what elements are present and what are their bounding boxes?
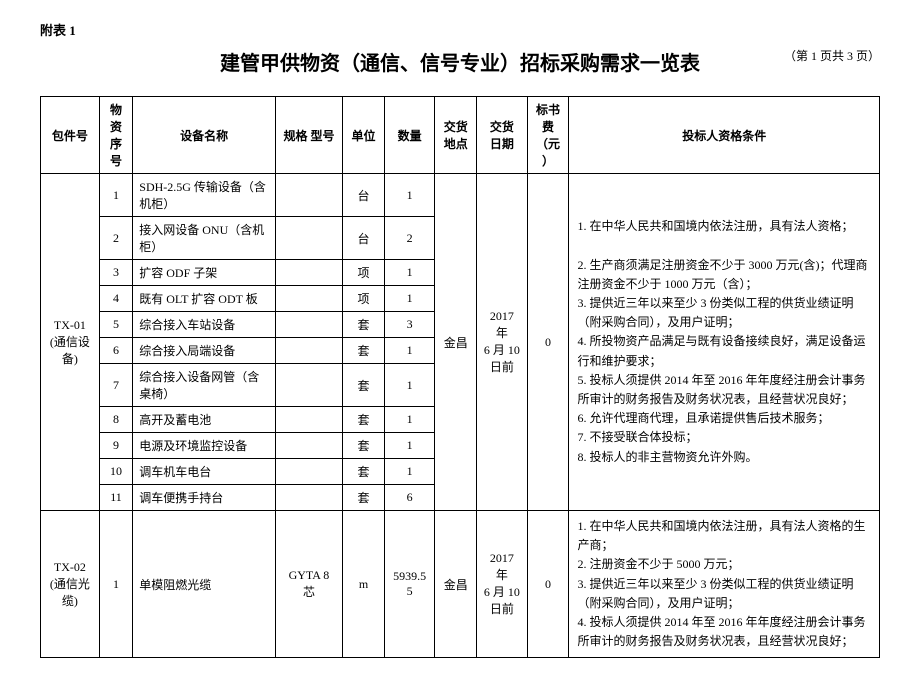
cell-spec: GYTA 8 芯 [275,511,342,658]
cell-name: 既有 OLT 扩容 ODT 板 [133,286,276,312]
cell-unit: 套 [343,364,385,407]
cell-unit: 套 [343,338,385,364]
procurement-table: 包件号 物资 序号 设备名称 规格 型号 单位 数量 交货 地点 交货 日期 标… [40,96,880,658]
cell-unit: m [343,511,385,658]
cell-name: 单模阻燃光缆 [133,511,276,658]
cell-name: 调车机车电台 [133,459,276,485]
cell-qty: 2 [384,217,434,260]
col-location: 交货 地点 [435,97,477,174]
col-fee: 标书费 （元） [527,97,569,174]
cell-seq: 11 [99,485,133,511]
cell-qty: 1 [384,174,434,217]
col-package: 包件号 [41,97,100,174]
col-seq: 物资 序号 [99,97,133,174]
cell-seq: 7 [99,364,133,407]
cell-unit: 项 [343,260,385,286]
cell-spec [275,485,342,511]
col-qty: 数量 [384,97,434,174]
cell-seq: 8 [99,407,133,433]
title-row: 建管甲供物资（通信、信号专业）招标采购需求一览表 （第 1 页共 3 页） [40,47,880,76]
attachment-label: 附表 1 [40,20,880,39]
cell-qty: 6 [384,485,434,511]
cell-unit: 套 [343,407,385,433]
cell-qty: 1 [384,338,434,364]
col-qualification: 投标人资格条件 [569,97,880,174]
cell-spec [275,364,342,407]
cell-seq: 2 [99,217,133,260]
cell-qty: 1 [384,407,434,433]
cell-seq: 5 [99,312,133,338]
col-date: 交货 日期 [477,97,527,174]
col-unit: 单位 [343,97,385,174]
cell-seq: 1 [99,174,133,217]
cell-qty: 1 [384,364,434,407]
cell-name: SDH-2.5G 传输设备（含机柜） [133,174,276,217]
cell-unit: 套 [343,312,385,338]
cell-spec [275,459,342,485]
cell-spec [275,217,342,260]
cell-name: 扩容 ODF 子架 [133,260,276,286]
cell-name: 综合接入局端设备 [133,338,276,364]
cell-unit: 套 [343,459,385,485]
cell-seq: 10 [99,459,133,485]
page-number: （第 1 页共 3 页） [784,47,880,64]
table-row: TX-01(通信设备)1SDH-2.5G 传输设备（含机柜）台1金昌2017 年… [41,174,880,217]
cell-qty: 3 [384,312,434,338]
cell-qty: 1 [384,260,434,286]
cell-unit: 项 [343,286,385,312]
page-title: 建管甲供物资（通信、信号专业）招标采购需求一览表 [220,47,700,76]
cell-spec [275,312,342,338]
cell-date: 2017 年6 月 10日前 [477,174,527,511]
cell-date: 2017 年6 月 10日前 [477,511,527,658]
cell-name: 综合接入车站设备 [133,312,276,338]
cell-fee: 0 [527,174,569,511]
cell-qty: 1 [384,286,434,312]
cell-unit: 套 [343,433,385,459]
cell-name: 电源及环境监控设备 [133,433,276,459]
cell-spec [275,407,342,433]
cell-qty: 1 [384,433,434,459]
cell-qty: 5939.55 [384,511,434,658]
cell-seq: 1 [99,511,133,658]
cell-unit: 台 [343,217,385,260]
table-header-row: 包件号 物资 序号 设备名称 规格 型号 单位 数量 交货 地点 交货 日期 标… [41,97,880,174]
cell-name: 高开及蓄电池 [133,407,276,433]
cell-package: TX-01(通信设备) [41,174,100,511]
cell-qty: 1 [384,459,434,485]
cell-location: 金昌 [435,511,477,658]
cell-seq: 4 [99,286,133,312]
cell-seq: 6 [99,338,133,364]
cell-unit: 套 [343,485,385,511]
cell-spec [275,174,342,217]
cell-unit: 台 [343,174,385,217]
cell-name: 综合接入设备网管（含桌椅） [133,364,276,407]
cell-seq: 3 [99,260,133,286]
cell-name: 调车便携手持台 [133,485,276,511]
cell-fee: 0 [527,511,569,658]
cell-spec [275,286,342,312]
cell-qualification: 1. 在中华人民共和国境内依法注册，具有法人资格的生产商；2. 注册资金不少于 … [569,511,880,658]
table-row: TX-02(通信光缆)1单模阻燃光缆GYTA 8 芯m5939.55金昌2017… [41,511,880,658]
cell-spec [275,260,342,286]
col-name: 设备名称 [133,97,276,174]
cell-spec [275,433,342,459]
cell-spec [275,338,342,364]
col-spec: 规格 型号 [275,97,342,174]
cell-seq: 9 [99,433,133,459]
cell-package: TX-02(通信光缆) [41,511,100,658]
cell-qualification: 1. 在中华人民共和国境内依法注册，具有法人资格；2. 生产商须满足注册资金不少… [569,174,880,511]
cell-location: 金昌 [435,174,477,511]
cell-name: 接入网设备 ONU（含机柜） [133,217,276,260]
